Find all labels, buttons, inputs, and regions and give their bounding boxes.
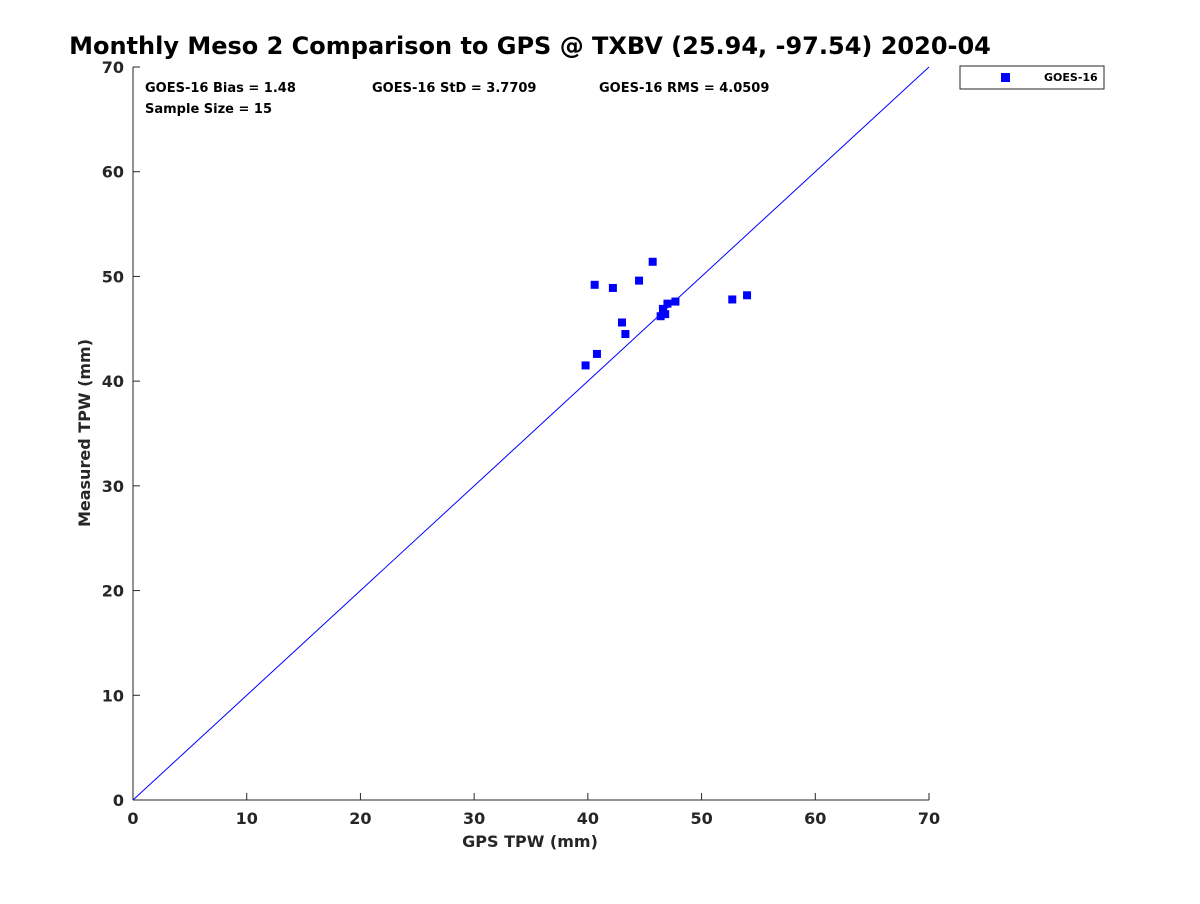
- data-point: [621, 330, 630, 339]
- x-tick-label: 60: [804, 809, 826, 828]
- x-axis-label: GPS TPW (mm): [462, 832, 598, 851]
- y-tick-label: 40: [102, 372, 124, 391]
- y-tick-label: 60: [102, 163, 124, 182]
- x-tick-label: 0: [127, 809, 138, 828]
- stat-rms: GOES-16 RMS = 4.0509: [599, 81, 769, 96]
- y-tick-label: 70: [102, 58, 124, 77]
- data-point: [592, 349, 601, 358]
- x-tick-label: 70: [918, 809, 940, 828]
- data-point: [743, 291, 752, 300]
- chart-title: Monthly Meso 2 Comparison to GPS @ TXBV …: [69, 32, 991, 60]
- data-point: [671, 297, 680, 306]
- legend-box: [959, 65, 1105, 90]
- data-point: [648, 257, 657, 266]
- y-tick-label: 30: [102, 477, 124, 496]
- data-point: [581, 361, 590, 370]
- data-points-layer: [581, 257, 752, 370]
- x-tick-label: 30: [463, 809, 485, 828]
- y-tick-label: 50: [102, 267, 124, 286]
- x-tick-label: 20: [349, 809, 371, 828]
- x-tick-label: 10: [236, 809, 258, 828]
- data-point: [635, 276, 644, 285]
- data-point: [728, 295, 737, 304]
- data-point: [608, 283, 617, 292]
- y-tick-label: 0: [113, 791, 124, 810]
- data-point: [663, 299, 672, 308]
- y-tick-label: 20: [102, 582, 124, 601]
- data-point: [658, 304, 667, 313]
- data-point: [656, 312, 665, 321]
- x-tick-label: 40: [577, 809, 599, 828]
- x-tick-label: 50: [690, 809, 712, 828]
- stat-std: GOES-16 StD = 3.7709: [372, 81, 536, 96]
- y-tick-label: 10: [102, 686, 124, 705]
- axes: 0 10 20 30 40 50 60 70 0 10 20 30 40 50 60 70: [102, 58, 940, 828]
- y-axis-label: Measured TPW (mm): [75, 339, 94, 527]
- legend-label-goes16: GOES-16: [1044, 71, 1098, 84]
- data-point: [617, 318, 626, 327]
- legend: GOES-16: [959, 65, 1105, 90]
- stat-sample-size: Sample Size = 15: [145, 102, 272, 117]
- data-point: [590, 280, 599, 289]
- stat-bias: GOES-16 Bias = 1.48: [145, 81, 296, 96]
- data-point: [661, 310, 670, 319]
- one-to-one-reference-line: [132, 66, 930, 801]
- legend-marker-goes16: [1001, 73, 1010, 82]
- reference-line-layer: [132, 66, 930, 801]
